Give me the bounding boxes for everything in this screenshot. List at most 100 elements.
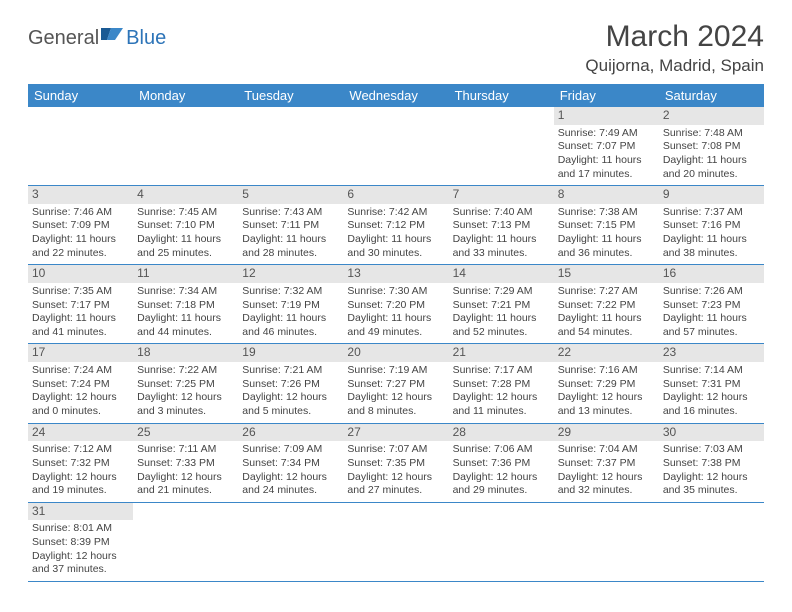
day-info-line: Daylight: 12 hours and 13 minutes. xyxy=(558,391,655,418)
logo-text-general: General xyxy=(28,27,99,50)
calendar-day-cell: 25Sunrise: 7:11 AMSunset: 7:33 PMDayligh… xyxy=(133,423,238,502)
day-content: Sunrise: 7:49 AMSunset: 7:07 PMDaylight:… xyxy=(554,125,659,186)
day-info-line: Sunrise: 8:01 AM xyxy=(32,522,129,536)
logo: General Blue xyxy=(28,26,166,51)
day-info-line: Sunrise: 7:04 AM xyxy=(558,443,655,457)
day-info-line: Sunset: 7:38 PM xyxy=(663,457,760,471)
day-info-line: Sunrise: 7:34 AM xyxy=(137,285,234,299)
calendar-day-cell xyxy=(449,107,554,186)
day-info-line: Sunrise: 7:26 AM xyxy=(663,285,760,299)
day-info-line: Sunset: 7:31 PM xyxy=(663,378,760,392)
day-info-line: Sunset: 7:19 PM xyxy=(242,299,339,313)
day-info-line: Sunset: 8:39 PM xyxy=(32,536,129,550)
day-info-line: Daylight: 11 hours and 41 minutes. xyxy=(32,312,129,339)
day-info-line: Daylight: 11 hours and 22 minutes. xyxy=(32,233,129,260)
day-info-line: Daylight: 12 hours and 35 minutes. xyxy=(663,471,760,498)
day-number: 1 xyxy=(554,107,659,125)
logo-text-blue: Blue xyxy=(126,27,166,50)
day-content xyxy=(133,109,238,115)
day-header: Wednesday xyxy=(343,84,448,107)
day-info-line: Sunrise: 7:12 AM xyxy=(32,443,129,457)
day-content: Sunrise: 7:43 AMSunset: 7:11 PMDaylight:… xyxy=(238,204,343,265)
day-content xyxy=(28,109,133,115)
day-number: 27 xyxy=(343,424,448,442)
day-number: 29 xyxy=(554,424,659,442)
day-info-line: Sunrise: 7:32 AM xyxy=(242,285,339,299)
day-content: Sunrise: 7:22 AMSunset: 7:25 PMDaylight:… xyxy=(133,362,238,423)
day-info-line: Daylight: 12 hours and 11 minutes. xyxy=(453,391,550,418)
day-info-line: Sunset: 7:21 PM xyxy=(453,299,550,313)
day-info-line: Daylight: 12 hours and 0 minutes. xyxy=(32,391,129,418)
calendar-week-row: 31Sunrise: 8:01 AMSunset: 8:39 PMDayligh… xyxy=(28,502,764,581)
day-content: Sunrise: 7:42 AMSunset: 7:12 PMDaylight:… xyxy=(343,204,448,265)
calendar-day-cell xyxy=(133,107,238,186)
day-content: Sunrise: 7:40 AMSunset: 7:13 PMDaylight:… xyxy=(449,204,554,265)
calendar-day-cell: 15Sunrise: 7:27 AMSunset: 7:22 PMDayligh… xyxy=(554,265,659,344)
day-info-line: Daylight: 11 hours and 33 minutes. xyxy=(453,233,550,260)
day-info-line: Sunrise: 7:40 AM xyxy=(453,206,550,220)
day-info-line: Sunset: 7:15 PM xyxy=(558,219,655,233)
day-number: 19 xyxy=(238,344,343,362)
day-info-line: Daylight: 12 hours and 27 minutes. xyxy=(347,471,444,498)
calendar-week-row: 3Sunrise: 7:46 AMSunset: 7:09 PMDaylight… xyxy=(28,186,764,265)
day-info-line: Sunset: 7:11 PM xyxy=(242,219,339,233)
day-number: 22 xyxy=(554,344,659,362)
day-info-line: Daylight: 11 hours and 52 minutes. xyxy=(453,312,550,339)
calendar-day-cell: 12Sunrise: 7:32 AMSunset: 7:19 PMDayligh… xyxy=(238,265,343,344)
day-info-line: Sunrise: 7:42 AM xyxy=(347,206,444,220)
day-header: Tuesday xyxy=(238,84,343,107)
day-number: 8 xyxy=(554,186,659,204)
day-info-line: Sunset: 7:34 PM xyxy=(242,457,339,471)
day-content: Sunrise: 7:12 AMSunset: 7:32 PMDaylight:… xyxy=(28,441,133,502)
day-info-line: Sunrise: 7:22 AM xyxy=(137,364,234,378)
day-info-line: Sunrise: 7:24 AM xyxy=(32,364,129,378)
calendar-day-cell: 27Sunrise: 7:07 AMSunset: 7:35 PMDayligh… xyxy=(343,423,448,502)
day-content: Sunrise: 7:37 AMSunset: 7:16 PMDaylight:… xyxy=(659,204,764,265)
day-content xyxy=(133,505,238,511)
day-info-line: Sunrise: 7:38 AM xyxy=(558,206,655,220)
day-info-line: Daylight: 11 hours and 57 minutes. xyxy=(663,312,760,339)
calendar-day-cell: 16Sunrise: 7:26 AMSunset: 7:23 PMDayligh… xyxy=(659,265,764,344)
day-info-line: Daylight: 12 hours and 29 minutes. xyxy=(453,471,550,498)
day-number: 24 xyxy=(28,424,133,442)
day-content: Sunrise: 7:32 AMSunset: 7:19 PMDaylight:… xyxy=(238,283,343,344)
day-number: 20 xyxy=(343,344,448,362)
day-number: 28 xyxy=(449,424,554,442)
day-info-line: Daylight: 11 hours and 30 minutes. xyxy=(347,233,444,260)
calendar-day-cell: 14Sunrise: 7:29 AMSunset: 7:21 PMDayligh… xyxy=(449,265,554,344)
calendar-day-cell: 21Sunrise: 7:17 AMSunset: 7:28 PMDayligh… xyxy=(449,344,554,423)
day-info-line: Sunset: 7:13 PM xyxy=(453,219,550,233)
day-info-line: Daylight: 11 hours and 17 minutes. xyxy=(558,154,655,181)
calendar-week-row: 17Sunrise: 7:24 AMSunset: 7:24 PMDayligh… xyxy=(28,344,764,423)
day-info-line: Daylight: 11 hours and 38 minutes. xyxy=(663,233,760,260)
day-info-line: Sunset: 7:26 PM xyxy=(242,378,339,392)
day-content: Sunrise: 7:27 AMSunset: 7:22 PMDaylight:… xyxy=(554,283,659,344)
day-number: 17 xyxy=(28,344,133,362)
day-number: 15 xyxy=(554,265,659,283)
day-info-line: Sunset: 7:35 PM xyxy=(347,457,444,471)
day-content: Sunrise: 7:04 AMSunset: 7:37 PMDaylight:… xyxy=(554,441,659,502)
day-content: Sunrise: 7:46 AMSunset: 7:09 PMDaylight:… xyxy=(28,204,133,265)
day-info-line: Daylight: 11 hours and 44 minutes. xyxy=(137,312,234,339)
day-info-line: Daylight: 12 hours and 21 minutes. xyxy=(137,471,234,498)
day-content xyxy=(449,505,554,511)
day-info-line: Sunset: 7:37 PM xyxy=(558,457,655,471)
day-info-line: Daylight: 11 hours and 20 minutes. xyxy=(663,154,760,181)
day-content: Sunrise: 7:30 AMSunset: 7:20 PMDaylight:… xyxy=(343,283,448,344)
day-info-line: Daylight: 11 hours and 25 minutes. xyxy=(137,233,234,260)
day-info-line: Sunrise: 7:09 AM xyxy=(242,443,339,457)
day-content xyxy=(554,505,659,511)
day-info-line: Daylight: 12 hours and 3 minutes. xyxy=(137,391,234,418)
day-content: Sunrise: 8:01 AMSunset: 8:39 PMDaylight:… xyxy=(28,520,133,581)
calendar-day-cell xyxy=(238,107,343,186)
day-info-line: Sunrise: 7:46 AM xyxy=(32,206,129,220)
day-number: 21 xyxy=(449,344,554,362)
day-info-line: Sunset: 7:25 PM xyxy=(137,378,234,392)
calendar-day-cell: 5Sunrise: 7:43 AMSunset: 7:11 PMDaylight… xyxy=(238,186,343,265)
calendar-day-cell: 23Sunrise: 7:14 AMSunset: 7:31 PMDayligh… xyxy=(659,344,764,423)
day-info-line: Sunset: 7:22 PM xyxy=(558,299,655,313)
day-content: Sunrise: 7:03 AMSunset: 7:38 PMDaylight:… xyxy=(659,441,764,502)
day-info-line: Daylight: 11 hours and 46 minutes. xyxy=(242,312,339,339)
day-number: 14 xyxy=(449,265,554,283)
calendar-week-row: 10Sunrise: 7:35 AMSunset: 7:17 PMDayligh… xyxy=(28,265,764,344)
